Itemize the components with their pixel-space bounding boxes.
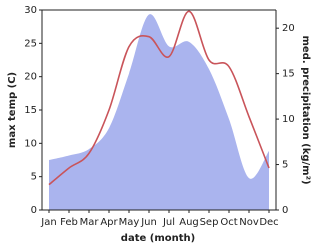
- y2-tick-label: 5: [282, 160, 288, 171]
- y2-axis-label: med. precipitation (kg/m²): [300, 35, 311, 184]
- x-tick-label: Jan: [40, 217, 56, 228]
- y2-tick-label: 0: [282, 205, 288, 216]
- x-tick-label: Feb: [60, 217, 78, 228]
- x-tick-label: Mar: [80, 217, 100, 228]
- x-tick-label: Aug: [179, 217, 199, 228]
- y-axis-label: max temp (C): [7, 72, 18, 148]
- temperature-line: [48, 10, 270, 186]
- x-tick-label: Nov: [239, 217, 259, 228]
- y-tick-label: 30: [24, 5, 37, 16]
- y-tick-label: 5: [31, 172, 37, 183]
- x-tick-label: Jul: [162, 217, 175, 228]
- y-tick-label: 10: [24, 138, 37, 149]
- y-tick-label: 25: [24, 38, 37, 49]
- y-tick-label: 15: [24, 105, 37, 116]
- x-tick-label: Apr: [100, 217, 118, 228]
- y2-tick-label: 20: [282, 23, 295, 34]
- x-tick-label: Oct: [220, 217, 237, 228]
- x-axis-label: date (month): [121, 233, 195, 244]
- x-tick-label: Sep: [200, 217, 219, 228]
- y-tick-label: 20: [24, 72, 37, 83]
- y-tick-label: 0: [31, 205, 37, 216]
- x-tick-label: Dec: [259, 217, 278, 228]
- y2-tick-label: 10: [282, 114, 295, 125]
- y2-tick-label: 15: [282, 69, 295, 80]
- x-tick-label: May: [119, 217, 140, 228]
- precipitation-area: [49, 14, 269, 211]
- x-tick-label: Jun: [140, 217, 157, 228]
